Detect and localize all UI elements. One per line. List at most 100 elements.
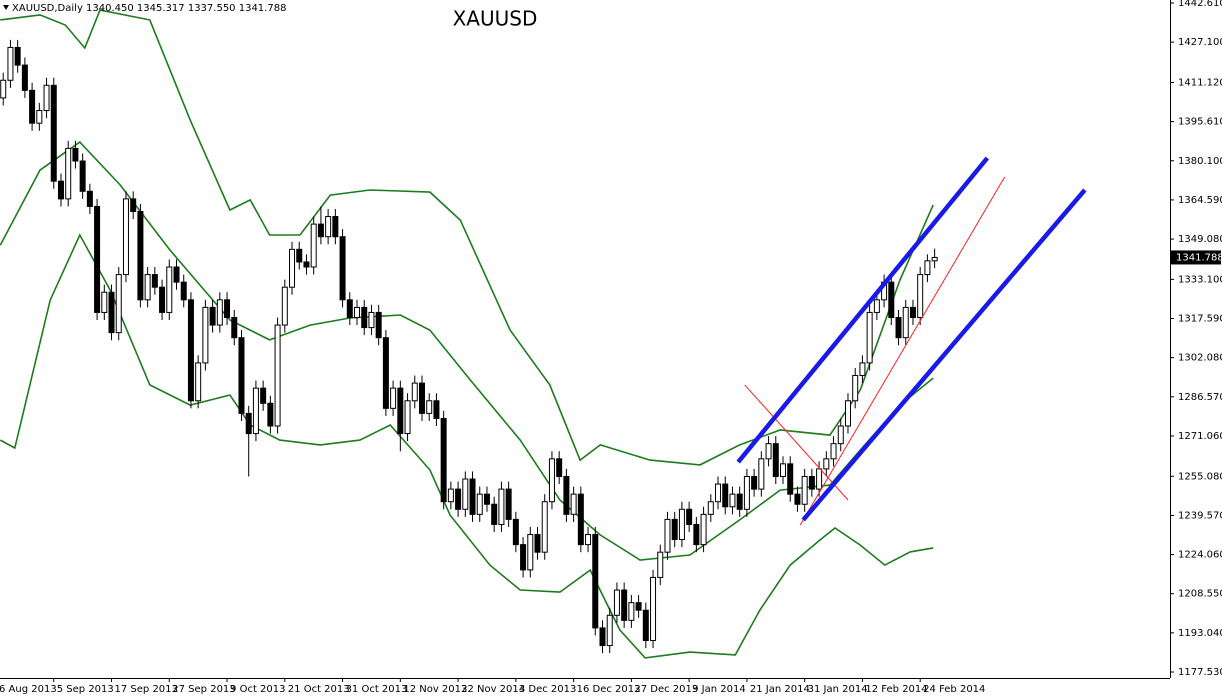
candle-body [375, 311, 382, 339]
candle-body [43, 84, 50, 112]
candle-body [339, 236, 346, 301]
y-tick-label: 1380.100 [1178, 156, 1222, 167]
candle-body [628, 602, 635, 621]
candle-body [368, 311, 375, 329]
candle-body [895, 316, 902, 339]
candle-body [548, 458, 555, 503]
candle-body [657, 551, 664, 578]
candle-body [707, 501, 714, 515]
candle-body [79, 160, 86, 192]
header-arrow [3, 5, 9, 10]
candle-body [924, 260, 931, 276]
candle-body [281, 286, 288, 326]
candle-body [57, 180, 64, 200]
candle-body [397, 387, 404, 435]
candle-body [556, 458, 563, 477]
candle-body [144, 274, 151, 301]
x-tick-label: 17 Sep 2013 [115, 684, 178, 695]
guide-line [799, 176, 1006, 526]
candle-body [390, 387, 397, 409]
candle-body [650, 576, 657, 642]
candle-body [686, 508, 693, 525]
candle-body [902, 306, 909, 339]
candle-body [592, 534, 599, 629]
y-tick-label: 1349.080 [1178, 234, 1222, 245]
candle-body [130, 198, 137, 212]
candle-body [317, 223, 324, 238]
bollinger-band [0, 233, 934, 659]
candle-body [346, 299, 353, 318]
candle-body [202, 306, 209, 364]
x-tick-label: 21 Oct 2013 [288, 684, 350, 695]
candle-body [382, 337, 389, 409]
price-marker [1171, 250, 1221, 265]
candle-body [173, 266, 180, 283]
candle-body [794, 493, 801, 505]
candle-body [808, 475, 815, 490]
candle-body [361, 306, 368, 329]
candle-body [209, 306, 216, 326]
candle-body [94, 205, 101, 313]
candle-body [72, 147, 79, 162]
candle-body [455, 488, 462, 510]
chart-header: XAUUSD,Daily 1340.450 1345.317 1337.550 … [12, 3, 286, 14]
candle-body [418, 382, 425, 414]
candle-body [86, 190, 93, 207]
x-tick-label: 27 Sep 2013 [172, 684, 235, 695]
candle-body [267, 402, 274, 427]
candle-body [909, 306, 916, 318]
y-tick-label: 1411.120 [1178, 77, 1222, 88]
candle-body [823, 458, 830, 470]
candle-body [433, 400, 440, 419]
candle-body [36, 110, 43, 124]
y-tick-label: 1302.080 [1178, 353, 1222, 364]
candle-body [404, 400, 411, 435]
candle-body [21, 64, 28, 91]
candle-body [180, 281, 187, 301]
candle-body [296, 248, 303, 263]
candle-body [722, 483, 729, 508]
chart-title: XAUUSD [453, 7, 538, 31]
candle-body [541, 501, 548, 553]
candle-body [122, 198, 129, 276]
candle-body [844, 400, 851, 427]
y-tick-label: 1224.060 [1178, 550, 1222, 561]
candle-body [289, 248, 296, 288]
candle-body [274, 324, 281, 427]
candle-body [520, 544, 527, 571]
candle-body [483, 493, 490, 505]
candle-body [187, 299, 194, 402]
candle-body [779, 463, 786, 477]
candle-body [440, 417, 447, 503]
candle-body [426, 400, 433, 414]
y-tick-label: 1208.550 [1178, 589, 1222, 600]
candle-body [671, 518, 678, 541]
x-tick-label: 31 Oct 2013 [346, 684, 408, 695]
candle-body [917, 274, 924, 318]
channel-line [736, 156, 990, 464]
candle-body [332, 216, 339, 238]
channel-line [801, 188, 1087, 522]
candle-body [743, 475, 750, 510]
y-tick-label: 1364.590 [1178, 195, 1222, 206]
candle-body [238, 337, 245, 414]
x-tick-label: 21 Jan 2014 [750, 684, 810, 695]
candle-body [137, 210, 144, 301]
candle-body [498, 488, 505, 525]
candle-body [462, 478, 469, 510]
candle-body [411, 382, 418, 402]
candle-body [570, 493, 577, 515]
candle-body [231, 316, 238, 339]
candle-body [101, 291, 108, 313]
candle-body [447, 488, 454, 503]
price-marker-label: 1341.788 [1176, 252, 1222, 263]
candle-body [469, 478, 476, 515]
candle-body [491, 503, 498, 525]
candle-body [606, 614, 613, 647]
candle-body [852, 375, 859, 402]
candle-body [700, 513, 707, 546]
candle-body [115, 274, 122, 334]
candle-body [245, 412, 252, 435]
candle-body [512, 518, 519, 546]
candle-body [577, 493, 584, 546]
